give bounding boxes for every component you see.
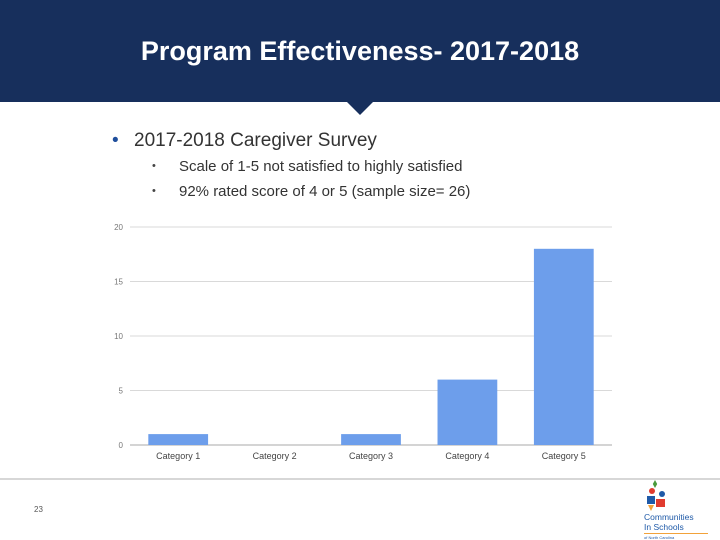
x-tick-label: Category 4 <box>445 451 489 461</box>
page-number: 23 <box>34 505 43 514</box>
logo-text-line1: Communities <box>644 512 694 522</box>
y-tick-label: 5 <box>119 387 124 396</box>
bullet-sub-2: • 92% rated score of 4 or 5 (sample size… <box>152 179 672 204</box>
x-tick-label: Category 5 <box>542 451 586 461</box>
bullet-list: • 2017-2018 Caregiver Survey • Scale of … <box>112 128 672 204</box>
y-tick-label: 10 <box>114 332 123 341</box>
bullet-main-text: 2017-2018 Caregiver Survey <box>134 130 377 151</box>
x-tick-label: Category 2 <box>253 451 297 461</box>
bar <box>341 434 401 445</box>
y-tick-label: 15 <box>114 278 123 287</box>
footer-divider <box>0 478 720 480</box>
logo-text-line3: of North Carolina <box>644 535 675 540</box>
bars <box>148 248 594 445</box>
bullet-dot-icon: • <box>152 160 156 172</box>
logo-figures-icon <box>647 480 665 511</box>
x-tick-labels: Category 1 Category 2 Category 3 Category 4… <box>156 451 586 461</box>
bullet-sub-text: Scale of 1-5 not satisfied to highly sat… <box>179 158 463 175</box>
slide-title: Program Effectiveness- 2017-2018 <box>140 36 580 66</box>
logo-underline <box>644 533 708 534</box>
bullet-dot-icon: • <box>152 185 156 197</box>
communities-in-schools-logo: Communities In Schools of North Carolina <box>640 480 712 540</box>
bullet-main: • 2017-2018 Caregiver Survey <box>112 128 672 154</box>
bar <box>533 248 594 445</box>
bullet-sub-text: 92% rated score of 4 or 5 (sample size= … <box>179 183 471 200</box>
x-tick-label: Category 1 <box>156 451 200 461</box>
grid-lines <box>130 226 612 446</box>
slide-header: Program Effectiveness- 2017-2018 <box>0 0 720 102</box>
y-tick-label: 0 <box>119 441 124 450</box>
header-notch <box>345 100 375 115</box>
y-tick-label: 20 <box>114 223 123 232</box>
logo-text-line2: In Schools <box>644 522 684 532</box>
bullet-sub-1: • Scale of 1-5 not satisfied to highly s… <box>152 154 672 179</box>
bullet-dot-icon: • <box>112 130 119 151</box>
bar <box>148 434 209 445</box>
bar <box>437 379 498 445</box>
y-tick-labels: 0 5 10 15 20 <box>114 223 123 450</box>
x-tick-label: Category 3 <box>349 451 393 461</box>
